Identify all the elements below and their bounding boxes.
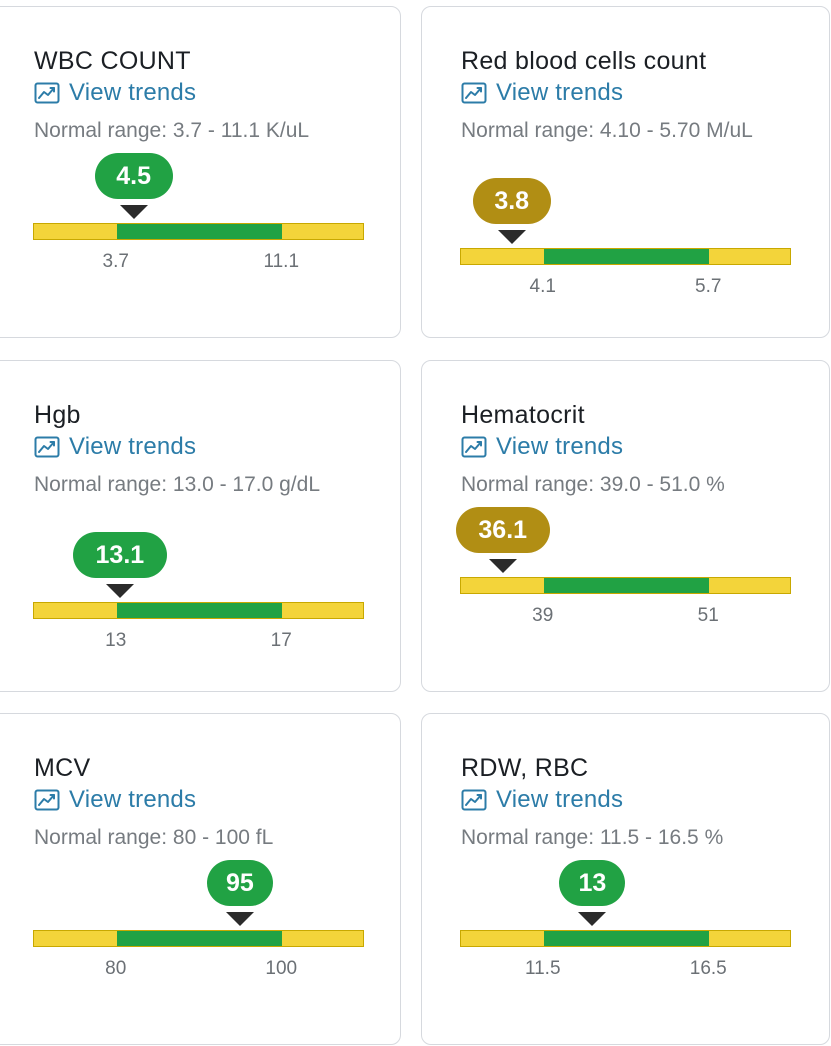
normal-range-segment	[116, 603, 283, 618]
lab-result-card: MCV View trends Normal range: 80 - 100 fL 9…	[0, 713, 401, 1045]
line-chart-icon	[461, 82, 496, 104]
value-badge: 13	[559, 860, 626, 906]
value-badge: 95	[206, 860, 273, 906]
view-trends-link[interactable]: View trends	[34, 433, 196, 461]
low-limit-label: 13	[105, 630, 127, 651]
high-limit-label: 16.5	[689, 958, 727, 979]
normal-range-text: Normal range: 39.0 - 51.0 %	[461, 473, 725, 496]
value-badge: 3.8	[472, 178, 551, 224]
normal-range-segment	[116, 224, 283, 239]
high-limit-label: 100	[265, 958, 298, 979]
view-trends-link[interactable]: View trends	[34, 786, 196, 814]
value-pointer-icon	[225, 912, 254, 926]
normal-range-text: Normal range: 80 - 100 fL	[34, 826, 274, 849]
view-trends-link[interactable]: View trends	[34, 79, 196, 107]
view-trends-link[interactable]: View trends	[461, 786, 623, 814]
high-limit-label: 51	[697, 605, 719, 626]
normal-range-segment	[543, 578, 710, 593]
low-limit-label: 80	[105, 958, 127, 979]
view-trends-label: View trends	[496, 433, 624, 460]
high-limit-label: 11.1	[263, 251, 300, 272]
value-pointer-icon	[497, 230, 526, 244]
range-bar	[460, 930, 791, 947]
line-chart-icon	[34, 789, 69, 811]
normal-range-segment	[116, 931, 283, 946]
view-trends-label: View trends	[69, 786, 197, 813]
range-bar	[460, 248, 791, 265]
high-limit-label: 5.7	[695, 276, 722, 297]
value-badge: 13.1	[72, 532, 167, 578]
view-trends-label: View trends	[69, 79, 197, 106]
normal-range-text: Normal range: 4.10 - 5.70 M/uL	[461, 119, 753, 142]
normal-range-text: Normal range: 13.0 - 17.0 g/dL	[34, 473, 321, 496]
low-limit-label: 39	[532, 605, 554, 626]
range-bar	[33, 602, 364, 619]
value-badge: 36.1	[455, 507, 550, 553]
normal-range-text: Normal range: 3.7 - 11.1 K/uL	[34, 119, 310, 142]
range-bar	[33, 223, 364, 240]
value-pointer-icon	[488, 559, 517, 573]
view-trends-link[interactable]: View trends	[461, 433, 623, 461]
view-trends-label: View trends	[69, 433, 197, 460]
value-pointer-icon	[105, 584, 134, 598]
lab-result-card: WBC COUNT View trends Normal range: 3.7 - …	[0, 6, 401, 338]
line-chart-icon	[34, 82, 69, 104]
result-title: MCV	[34, 754, 91, 782]
line-chart-icon	[461, 436, 496, 458]
normal-range-segment	[543, 249, 710, 264]
range-bar	[33, 930, 364, 947]
result-title: RDW, RBC	[461, 754, 589, 782]
result-title: WBC COUNT	[34, 47, 191, 75]
lab-result-card: Red blood cells count View trends Normal r…	[421, 6, 830, 338]
result-title: Hgb	[34, 401, 81, 429]
lab-result-card: Hgb View trends Normal range: 13.0 - 17.0 …	[0, 360, 401, 692]
view-trends-label: View trends	[496, 79, 624, 106]
line-chart-icon	[461, 789, 496, 811]
high-limit-label: 17	[270, 630, 292, 651]
lab-result-card: RDW, RBC View trends Normal range: 11.5 - …	[421, 713, 830, 1045]
normal-range-text: Normal range: 11.5 - 16.5 %	[461, 826, 724, 849]
lab-result-card: Hematocrit View trends Normal range: 39.0 …	[421, 360, 830, 692]
normal-range-segment	[543, 931, 710, 946]
range-bar	[460, 577, 791, 594]
result-title: Hematocrit	[461, 401, 585, 429]
result-title: Red blood cells count	[461, 47, 707, 75]
value-pointer-icon	[119, 205, 148, 219]
view-trends-label: View trends	[496, 786, 624, 813]
low-limit-label: 4.1	[529, 276, 556, 297]
low-limit-label: 11.5	[524, 958, 561, 979]
low-limit-label: 3.7	[102, 251, 129, 272]
value-badge: 4.5	[94, 153, 173, 199]
value-pointer-icon	[578, 912, 607, 926]
view-trends-link[interactable]: View trends	[461, 79, 623, 107]
line-chart-icon	[34, 436, 69, 458]
